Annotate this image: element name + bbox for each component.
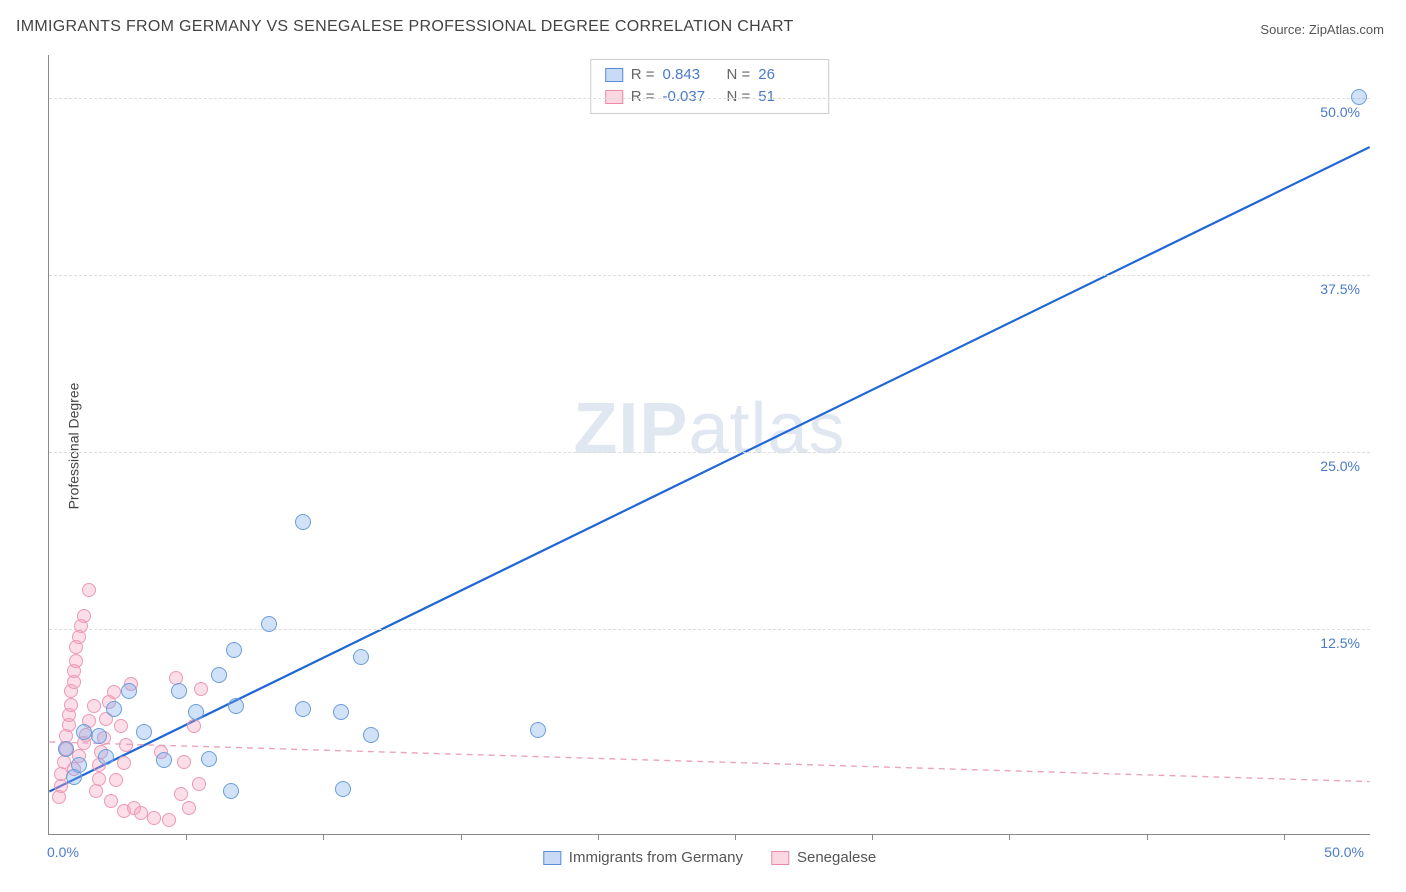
y-tick-label: 50.0%	[1320, 104, 1360, 120]
point-senegalese	[147, 811, 161, 825]
point-germany	[121, 683, 137, 699]
point-germany	[98, 749, 114, 765]
point-senegalese	[77, 609, 91, 623]
gridline-h	[49, 629, 1370, 630]
x-tick-label-max: 50.0%	[1324, 844, 1364, 860]
regression-lines-svg	[49, 55, 1370, 834]
watermark-zip: ZIP	[573, 389, 688, 469]
point-senegalese	[104, 794, 118, 808]
point-germany	[71, 757, 87, 773]
n-value-1: 26	[758, 64, 814, 86]
point-germany	[106, 701, 122, 717]
point-germany	[91, 728, 107, 744]
x-tick	[1284, 834, 1285, 840]
point-germany	[295, 701, 311, 717]
n-label-1: N =	[727, 64, 751, 86]
y-tick-label: 0.0%	[47, 844, 1360, 860]
point-germany	[201, 751, 217, 767]
swatch-blue-icon	[605, 68, 623, 82]
point-germany	[171, 683, 187, 699]
source-label: Source: ZipAtlas.com	[1260, 22, 1384, 37]
y-tick-label: 37.5%	[1320, 281, 1360, 297]
point-germany	[188, 704, 204, 720]
point-senegalese	[174, 787, 188, 801]
point-senegalese	[92, 772, 106, 786]
y-tick-label: 12.5%	[1320, 635, 1360, 651]
point-germany	[76, 724, 92, 740]
point-germany	[295, 514, 311, 530]
legend-row-germany: R = 0.843 N = 26	[605, 64, 815, 86]
r-label-1: R =	[631, 64, 655, 86]
point-germany	[58, 741, 74, 757]
point-germany	[1351, 89, 1367, 105]
point-germany	[156, 752, 172, 768]
regression-line	[49, 147, 1369, 791]
x-tick	[598, 834, 599, 840]
point-germany	[228, 698, 244, 714]
point-senegalese	[194, 682, 208, 696]
point-germany	[530, 722, 546, 738]
y-tick-label: 25.0%	[1320, 458, 1360, 474]
point-germany	[223, 783, 239, 799]
x-tick	[186, 834, 187, 840]
point-germany	[333, 704, 349, 720]
point-senegalese	[162, 813, 176, 827]
x-tick	[1147, 834, 1148, 840]
point-senegalese	[64, 698, 78, 712]
gridline-h	[49, 275, 1370, 276]
point-senegalese	[192, 777, 206, 791]
x-tick	[735, 834, 736, 840]
point-senegalese	[109, 773, 123, 787]
plot-area: ZIPatlas R = 0.843 N = 26 R = -0.037 N =…	[48, 55, 1370, 835]
chart-title: IMMIGRANTS FROM GERMANY VS SENEGALESE PR…	[16, 18, 794, 36]
point-germany	[353, 649, 369, 665]
point-germany	[363, 727, 379, 743]
source-link[interactable]: ZipAtlas.com	[1309, 22, 1384, 37]
point-senegalese	[107, 685, 121, 699]
point-senegalese	[114, 719, 128, 733]
point-senegalese	[182, 801, 196, 815]
point-germany	[211, 667, 227, 683]
point-senegalese	[119, 738, 133, 752]
point-senegalese	[89, 784, 103, 798]
point-germany	[261, 616, 277, 632]
point-senegalese	[187, 719, 201, 733]
x-tick	[323, 834, 324, 840]
x-tick	[461, 834, 462, 840]
point-senegalese	[82, 583, 96, 597]
point-germany	[335, 781, 351, 797]
point-senegalese	[117, 756, 131, 770]
watermark: ZIPatlas	[573, 388, 845, 470]
point-germany	[136, 724, 152, 740]
r-value-1: 0.843	[663, 64, 719, 86]
legend-correlation: R = 0.843 N = 26 R = -0.037 N = 51	[590, 59, 830, 114]
point-germany	[226, 642, 242, 658]
source-prefix: Source:	[1260, 22, 1305, 37]
point-senegalese	[87, 699, 101, 713]
point-senegalese	[69, 654, 83, 668]
chart-container: IMMIGRANTS FROM GERMANY VS SENEGALESE PR…	[0, 0, 1406, 892]
x-tick	[1009, 834, 1010, 840]
x-tick	[872, 834, 873, 840]
gridline-h	[49, 98, 1370, 99]
point-senegalese	[177, 755, 191, 769]
gridline-h	[49, 452, 1370, 453]
watermark-atlas: atlas	[688, 389, 845, 469]
regression-line	[49, 742, 1369, 782]
